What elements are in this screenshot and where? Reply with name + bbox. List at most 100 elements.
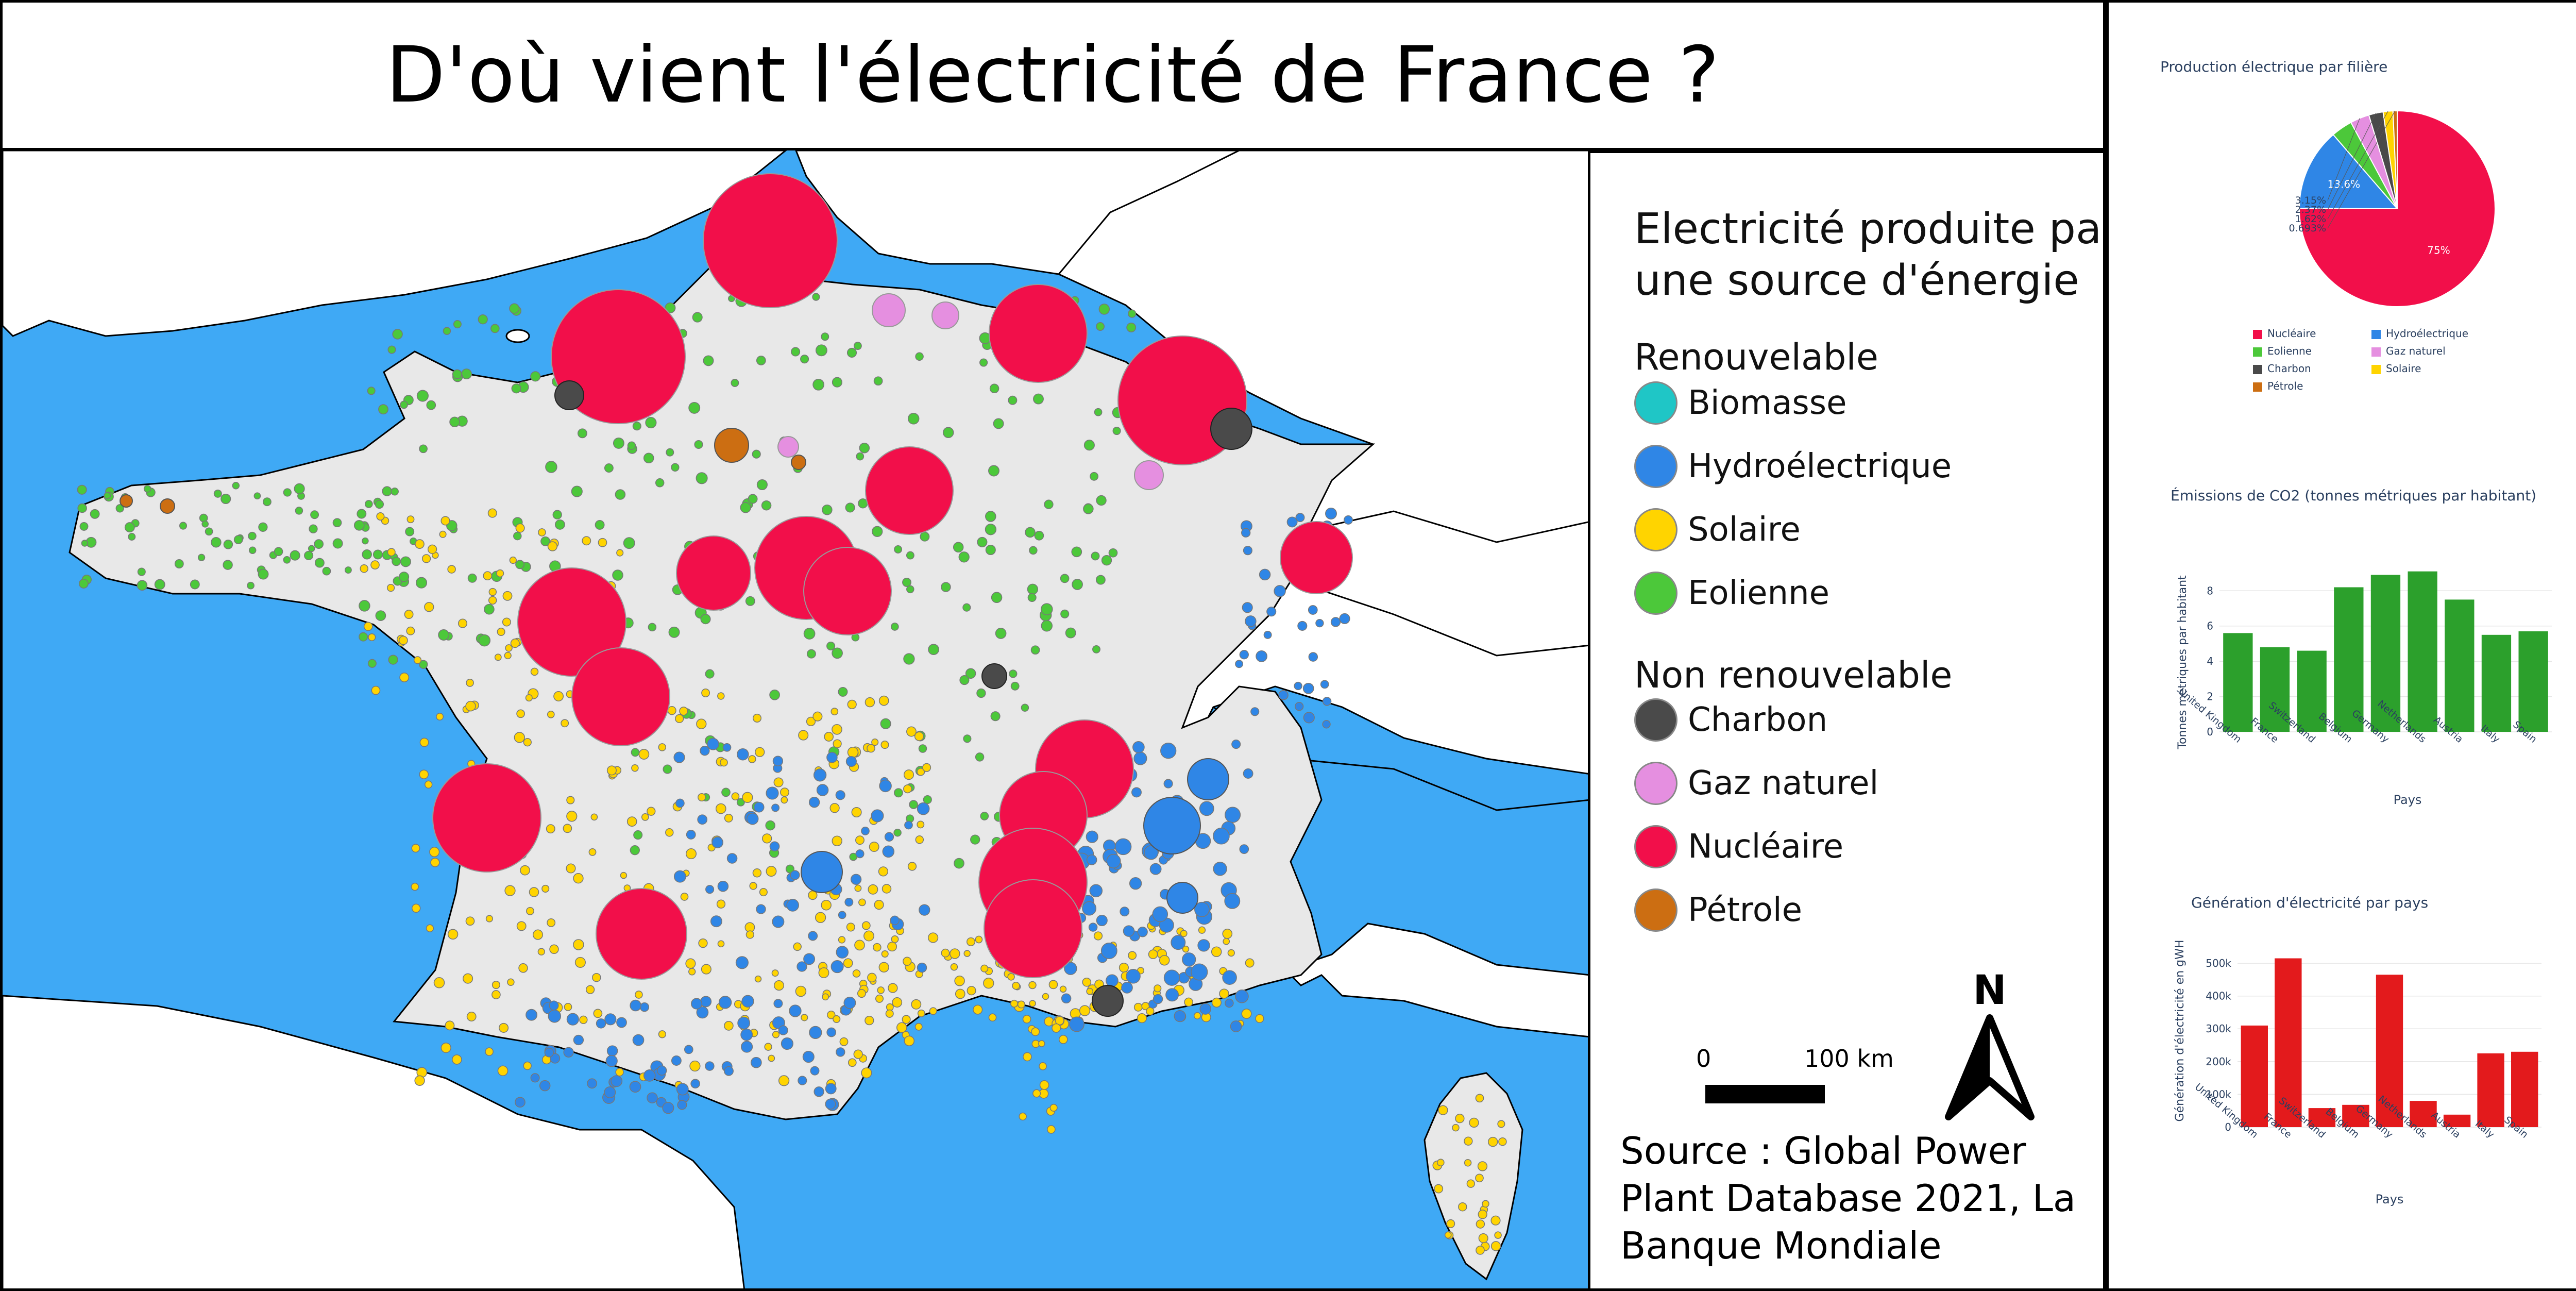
plant-marker [1225,998,1234,1008]
plant-marker [1132,741,1145,753]
pie-legend-coal: Charbon [2253,362,2311,375]
plant-marker [1082,901,1097,916]
plant-marker [497,1065,509,1077]
plant-marker [505,644,513,652]
plant-marker [623,537,635,549]
bar [2518,631,2548,732]
plant-marker [530,371,541,382]
plant-marker [223,560,233,570]
plant-marker [753,801,765,813]
plant-marker [737,1016,750,1030]
plant-marker [553,691,564,701]
plant-marker [825,1098,836,1110]
plant-marker [1019,1112,1027,1121]
map-area[interactable] [0,150,1588,1291]
plant-marker [904,820,913,830]
plant-marker [798,730,809,741]
plant-marker [1330,617,1341,627]
plant-marker [838,686,848,697]
plant-marker [332,538,343,549]
plant-marker [1086,830,1098,843]
plant-marker [756,479,768,491]
co2-chart-title: Émissions de CO2 (tonnes métriques par h… [2171,487,2537,504]
plant-marker [368,633,376,642]
plant-marker [745,930,754,939]
plant-marker [983,978,994,989]
plant-marker [676,1083,689,1096]
plant-marker [1255,1014,1264,1024]
y-tick-label: 0 [2225,1121,2231,1133]
plant-marker [1154,984,1162,993]
legend-item-nuclear: Nucléaire [1634,818,1843,875]
plant-marker [137,567,146,576]
plant-marker [785,864,794,874]
plant-marker [1160,743,1177,759]
plant-marker [604,463,614,473]
pie-slice-label: 75% [2427,244,2450,257]
plant-marker [1106,853,1121,868]
plant-marker [882,884,892,894]
plant-marker [950,948,960,959]
plant-marker [1199,1003,1211,1015]
plant-marker [827,1011,836,1019]
plant-marker [980,812,989,820]
y-tick-label: 500k [2206,957,2231,969]
legend-label: Biomasse [1688,384,1847,422]
plant-marker [1235,660,1244,668]
plant-marker [544,1048,554,1058]
plant-marker [453,320,462,329]
plant-marker [1259,568,1271,581]
plant-marker [1027,583,1039,595]
plant-marker [836,946,849,959]
legend-title-line1: Electricité produite par [1634,205,2106,254]
plant-marker [1133,751,1147,765]
plant-marker [611,1075,623,1087]
bar [2477,1053,2504,1127]
plant-marker [915,352,924,361]
plant-marker [419,769,429,779]
plant-marker [917,962,927,973]
plant-marker [104,492,111,499]
plant-marker [467,573,477,583]
plant-marker [1308,652,1318,662]
legend-label: Hydroélectrique [2386,327,2469,340]
plant-marker [801,1014,808,1021]
plant-marker [736,798,745,807]
plant-marker [970,834,980,845]
map-canvas[interactable] [3,150,1588,1291]
plant-marker [696,1006,709,1019]
plant-marker [1478,1210,1487,1219]
plant-marker [701,964,711,975]
bar [2308,1108,2336,1127]
plant-marker [1469,1117,1479,1128]
plant-marker [845,502,855,513]
plant-marker [906,585,914,594]
plant-marker [772,915,785,928]
land-spain [3,995,745,1288]
pie-slice [2298,110,2496,307]
plant-marker [630,845,640,856]
plant-marker [79,522,89,531]
plant-marker [765,820,775,831]
plant-marker [515,1097,526,1108]
plant-marker [740,1028,753,1041]
plant-marker [174,559,184,568]
plant-marker [975,752,985,762]
plant-marker [724,1021,734,1031]
hydro-swatch [1634,445,1677,488]
plant-marker [1180,930,1188,937]
plant-marker [850,874,862,885]
plant-marker [1060,574,1070,583]
plant-marker [717,692,725,700]
plant-marker [615,489,626,500]
plant-marker [1025,527,1036,538]
plant-marker [690,1079,700,1088]
plant-marker [688,968,696,976]
plant-marker [859,442,870,454]
plant-marker [436,713,444,721]
plant-marker [742,792,753,803]
plant-marker [887,942,897,952]
plant-marker [1023,1052,1032,1062]
plant-marker [526,1009,538,1021]
plant-marker [927,932,939,943]
